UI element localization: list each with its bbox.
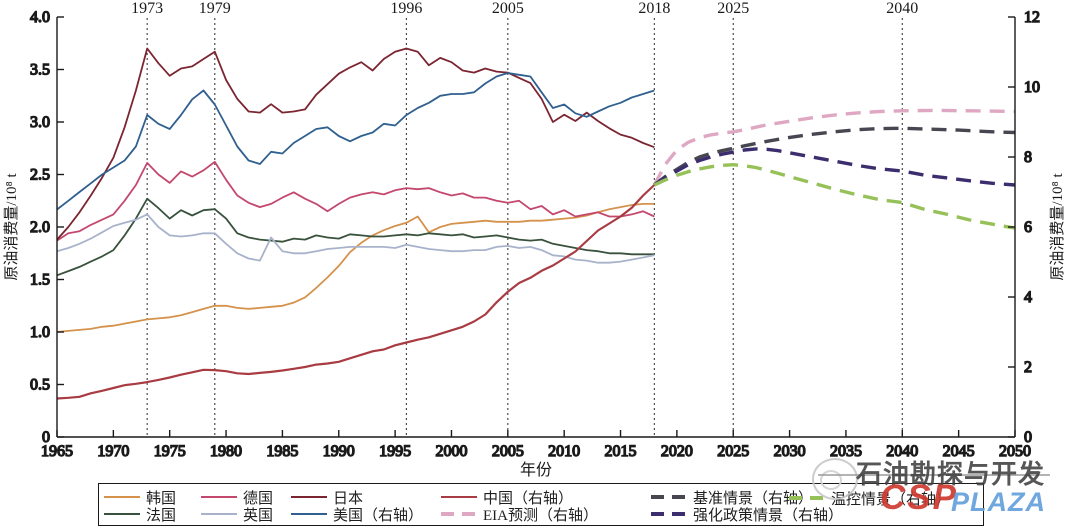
- x-tick-label: 2040: [886, 443, 918, 460]
- event-year-label: 1996: [390, 0, 422, 17]
- y-right-tick-label: 4: [1024, 289, 1032, 306]
- legend-item-policy: 强化政策情景（右轴）: [651, 505, 844, 524]
- x-tick-label: 1965: [41, 443, 73, 460]
- y-axis-right-title: 原油消费量/10⁸ t: [1049, 173, 1066, 281]
- legend-swatch-uk: [201, 513, 237, 515]
- y-left-tick-label: 3.5: [30, 62, 50, 79]
- x-tick-label: 2025: [717, 443, 749, 460]
- legend-label-germany: 德国: [243, 490, 274, 507]
- legend-item-china: 中国（右轴）: [441, 488, 574, 507]
- y-left-tick-label: 0.5: [30, 377, 50, 394]
- x-tick-label: 1980: [210, 443, 242, 460]
- y-left-tick-label: 3.0: [30, 114, 50, 131]
- x-tick-label: 2045: [943, 443, 975, 460]
- y-axis-left-title: 原油消费量/10⁸ t: [3, 173, 20, 281]
- event-year-label: 1973: [131, 0, 163, 17]
- legend-swatch-japan: [291, 496, 327, 498]
- y-left-tick-label: 1.5: [30, 272, 50, 289]
- legend-label-temp: 温控情景（右轴）: [831, 491, 952, 508]
- legend-label-japan: 日本: [333, 490, 364, 507]
- series-line-france: [56, 197, 655, 277]
- legend-item-korea: 韩国: [104, 488, 177, 507]
- y-left-tick-label: 4.0: [30, 9, 50, 26]
- legend-swatch-china: [441, 496, 477, 498]
- x-tick-label: 2010: [548, 443, 580, 460]
- series-line-china: [56, 184, 656, 400]
- event-year-label: 2018: [638, 0, 670, 17]
- x-tick-label: 1985: [266, 443, 298, 460]
- y-right-tick-label: 0: [1024, 429, 1032, 446]
- x-tick-label: 2050: [999, 443, 1031, 460]
- legend-swatch-usa: [291, 513, 327, 515]
- series-line-eia: [652, 108, 1016, 186]
- legend: 韩国 德国 日本 中国（右轴） 基准情景（右轴） 法国 英国 美国（右轴） EIA预测（右轴） 强…: [98, 483, 984, 526]
- legend-swatch-eia: [441, 512, 477, 516]
- series-lines: [56, 47, 1016, 400]
- y-right-tick-label: 10: [1024, 79, 1040, 96]
- legend-label-uk: 英国: [243, 507, 274, 524]
- legend-swatch-policy: [651, 512, 687, 516]
- y-left-tick-label: 0: [42, 429, 50, 446]
- y-right-tick-label: 12: [1024, 9, 1040, 26]
- legend-label-korea: 韩国: [146, 490, 177, 507]
- legend-swatch-germany: [201, 496, 237, 498]
- series-line-temp: [653, 162, 1016, 230]
- x-tick-label: 2020: [661, 443, 693, 460]
- series-line-japan: [56, 47, 655, 241]
- legend-item-uk: 英国: [201, 505, 274, 524]
- legend-item-baseline: 基准情景（右轴）: [651, 488, 814, 507]
- y-right-tick-label: 2: [1024, 359, 1032, 376]
- x-tick-label: 1970: [97, 443, 129, 460]
- legend-swatch-temp: [789, 496, 825, 500]
- legend-swatch-france: [104, 513, 140, 515]
- x-tick-label: 1975: [154, 443, 186, 460]
- legend-item-japan: 日本: [291, 488, 364, 507]
- event-year-label: 2005: [492, 0, 524, 17]
- y-left-tick-label: 1.0: [30, 324, 50, 341]
- series-line-policy: [653, 147, 1016, 187]
- x-tick-label: 1990: [323, 443, 355, 460]
- y-left-tick-label: 2.5: [30, 167, 50, 184]
- y-left-tick-label: 2.0: [30, 219, 50, 236]
- legend-label-china: 中国（右轴）: [483, 490, 574, 507]
- axes: 0 0.5 1.0 1.5 2.0 2.5 3.0 3.5 4.0 0 2 4 6 8 10 12 1965 19…: [29, 8, 1040, 460]
- event-year-label: 2025: [717, 0, 749, 17]
- event-lines: 1973 1979 1996 2005 2018 2025 2040: [131, 0, 918, 437]
- legend-item-germany: 德国: [201, 488, 274, 507]
- legend-swatch-baseline: [651, 495, 687, 499]
- legend-swatch-korea: [104, 496, 140, 498]
- series-line-usa: [56, 72, 655, 211]
- legend-label-baseline: 基准情景（右轴）: [693, 490, 814, 507]
- x-axis-title: 年份: [520, 461, 552, 479]
- x-tick-label: 2035: [830, 443, 862, 460]
- x-tick-label: 2005: [492, 443, 524, 460]
- legend-item-temp: 温控情景（右轴）: [789, 489, 952, 508]
- y-right-tick-label: 6: [1024, 219, 1032, 236]
- series-line-baseline: [653, 126, 1016, 187]
- event-year-label: 2040: [886, 0, 918, 17]
- legend-item-france: 法国: [104, 505, 177, 524]
- legend-label-eia: EIA预测（右轴）: [483, 507, 598, 524]
- legend-label-policy: 强化政策情景（右轴）: [693, 507, 844, 524]
- x-tick-label: 1995: [379, 443, 411, 460]
- legend-item-usa: 美国（右轴）: [291, 505, 424, 524]
- series-line-uk: [56, 213, 655, 264]
- event-year-label: 1979: [199, 0, 231, 17]
- legend-item-eia: EIA预测（右轴）: [441, 505, 598, 524]
- x-tick-label: 2030: [774, 443, 806, 460]
- series-line-korea: [56, 202, 655, 333]
- y-right-tick-label: 8: [1024, 149, 1032, 166]
- legend-label-france: 法国: [146, 507, 177, 524]
- series-line-germany: [56, 160, 655, 242]
- x-tick-label: 2015: [605, 443, 637, 460]
- legend-label-usa: 美国（右轴）: [333, 507, 424, 524]
- x-tick-label: 2000: [435, 443, 467, 460]
